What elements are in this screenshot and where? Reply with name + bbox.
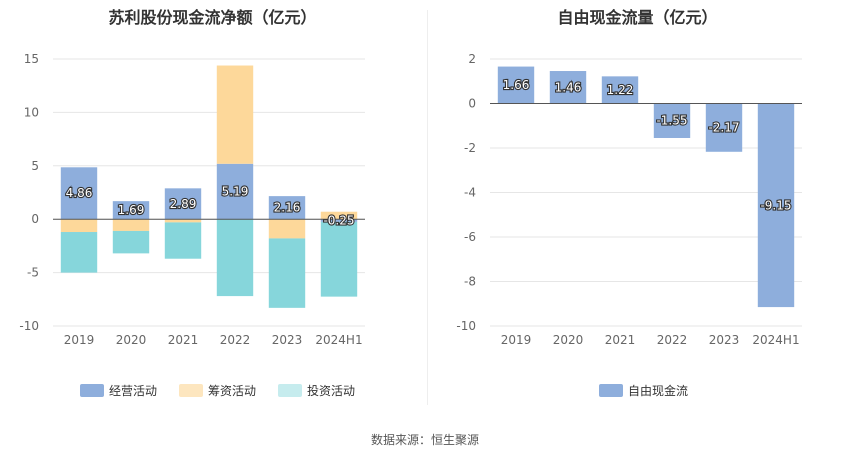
bar-0-1-4 <box>268 219 306 239</box>
bar-1-0-5 <box>757 103 795 308</box>
bar-1-0-2 <box>601 76 639 104</box>
legend-label: 投资活动 <box>307 384 356 398</box>
left-chart-title: 苏利股份现金流净额（亿元） <box>108 8 317 27</box>
bar-0-0-0 <box>60 167 98 220</box>
bar-0-1-5 <box>320 211 358 220</box>
data-label: 1.69 <box>118 203 145 217</box>
legend-item[interactable]: 筹资活动 <box>179 382 256 399</box>
bar-0-1-2 <box>164 219 202 223</box>
bar-0-2-1 <box>112 230 150 254</box>
y-tick-label: 15 <box>24 52 39 66</box>
x-tick-label: 2023 <box>709 333 740 347</box>
x-tick-label: 2020 <box>553 333 584 347</box>
panel-divider <box>427 10 428 405</box>
legend-item[interactable]: 投资活动 <box>278 382 355 399</box>
x-tick-label: 2024H1 <box>752 333 799 347</box>
legend-label: 筹资活动 <box>208 384 257 398</box>
bar-0-0-1 <box>112 201 150 220</box>
legend-swatch <box>278 384 303 397</box>
y-tick-label: 5 <box>31 159 39 173</box>
x-tick-label: 2022 <box>657 333 688 347</box>
data-label: -9.15 <box>760 198 791 212</box>
y-tick-label: -6 <box>464 230 476 244</box>
bar-0-0-4 <box>268 196 306 220</box>
bar-0-1-1 <box>112 219 150 231</box>
bar-0-2-2 <box>164 222 202 259</box>
legend-swatch <box>179 384 204 397</box>
legend-swatch <box>80 384 104 397</box>
data-label: -1.55 <box>656 114 687 128</box>
left-legend: 经营活动 筹资活动 投资活动 <box>80 382 377 399</box>
y-tick-label: 0 <box>468 97 476 111</box>
bar-1-0-1 <box>549 71 587 104</box>
x-tick-label: 2023 <box>272 333 303 347</box>
bar-1-0-4 <box>705 103 743 152</box>
bar-0-1-0 <box>60 219 98 233</box>
bar-1-0-3 <box>653 103 691 138</box>
bar-0-2-0 <box>60 232 98 273</box>
data-label: 1.46 <box>555 80 582 94</box>
y-tick-label: -8 <box>464 275 476 289</box>
bar-0-1-3 <box>216 65 254 164</box>
source-note: 数据来源：恒生聚源 <box>370 433 479 447</box>
data-label: 5.19 <box>222 184 249 198</box>
x-tick-label: 2019 <box>64 333 95 347</box>
data-label: 1.66 <box>503 78 530 92</box>
y-tick-label: -10 <box>19 319 39 333</box>
bar-1-0-0 <box>497 66 535 104</box>
data-label: -0.25 <box>323 214 354 228</box>
legend-item[interactable]: 经营活动 <box>80 382 157 399</box>
right-legend: 自由现金流 <box>599 382 710 399</box>
y-tick-label: -10 <box>456 319 476 333</box>
bar-0-0-5 <box>320 219 358 222</box>
y-tick-label: -5 <box>27 266 39 280</box>
data-label: 2.16 <box>274 201 301 215</box>
bar-0-0-2 <box>164 188 202 220</box>
y-tick-label: -4 <box>464 186 476 200</box>
y-tick-label: -2 <box>464 141 476 155</box>
right-chart-title: 自由现金流量（亿元） <box>557 8 718 27</box>
y-tick-label: 2 <box>468 52 476 66</box>
data-label: 1.22 <box>607 83 634 97</box>
y-tick-label: 10 <box>24 105 39 119</box>
x-tick-label: 2020 <box>116 333 147 347</box>
legend-swatch <box>599 384 623 397</box>
legend-label: 自由现金流 <box>628 384 689 398</box>
bar-0-2-5 <box>320 221 358 297</box>
bar-0-2-3 <box>216 219 254 297</box>
data-label: 4.86 <box>66 186 93 200</box>
x-tick-label: 2019 <box>501 333 532 347</box>
x-tick-label: 2022 <box>220 333 251 347</box>
x-tick-label: 2021 <box>605 333 636 347</box>
bar-0-0-3 <box>216 163 254 220</box>
bar-0-2-4 <box>268 238 306 308</box>
x-tick-label: 2021 <box>168 333 199 347</box>
right-chart: -10 -8 -6 -4 -2 0 2 2019 2020 2021 2022 2023 2024H1 1… <box>456 52 802 347</box>
data-label: -2.17 <box>708 121 739 135</box>
data-label: 2.89 <box>170 197 197 211</box>
legend-item[interactable]: 自由现金流 <box>599 382 688 399</box>
legend-label: 经营活动 <box>109 384 158 398</box>
x-tick-label: 2024H1 <box>315 333 362 347</box>
y-tick-label: 0 <box>31 212 39 226</box>
left-chart: -10 -5 0 5 10 15 2019 2020 2021 2022 2023 2024H1 4.8… <box>19 52 365 347</box>
